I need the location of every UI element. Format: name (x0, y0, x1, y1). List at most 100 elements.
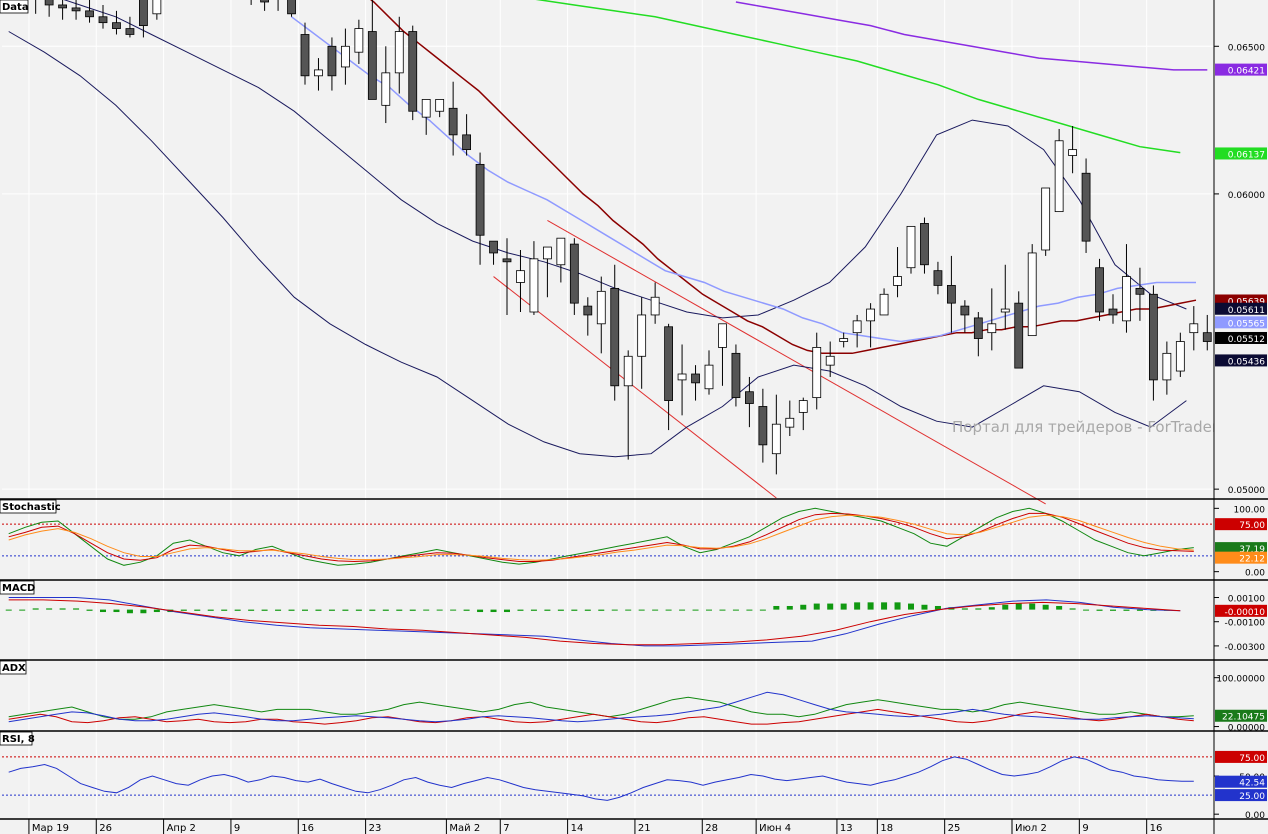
macd-histogram-bar (1002, 604, 1009, 610)
macd-histogram-bar (665, 609, 672, 611)
candle (920, 217, 929, 274)
macd-value-tag (1215, 604, 1267, 617)
candle-body (839, 338, 849, 342)
macd-histogram-bar (1096, 609, 1103, 611)
macd-histogram-bar (1083, 609, 1090, 611)
candle-body (475, 163, 485, 236)
macd-histogram-bar (1136, 609, 1143, 611)
macd-histogram-bar (719, 609, 726, 611)
watermark: Портал для трейдеров - ForTrader.ru (952, 418, 1237, 436)
x-tick-label: Апр 2 (167, 823, 196, 834)
x-tick-label: 21 (638, 823, 651, 834)
stoch-tick-label: 0.00 (1245, 569, 1265, 579)
candle-body (58, 4, 67, 9)
candle (745, 376, 754, 428)
candle-body (435, 99, 445, 112)
macd-histogram-bar (759, 609, 766, 611)
macd-histogram-bar (813, 603, 820, 610)
candle-body (354, 28, 364, 53)
candle-body (529, 258, 539, 313)
candle-body (1041, 187, 1051, 251)
price-value-tag (1215, 354, 1267, 367)
macd-histogram-bar (140, 609, 147, 614)
candle (502, 238, 512, 315)
candle (489, 240, 498, 265)
macd-histogram-bar (113, 609, 120, 613)
macd-histogram-bar (638, 609, 645, 611)
price-value-tag (1215, 302, 1267, 315)
candle (44, 0, 54, 17)
macd-histogram-bar (328, 609, 335, 611)
candle-body (421, 99, 431, 118)
candle-body (1149, 293, 1158, 381)
candle (98, 4, 108, 29)
bollinger-lower-line (8, 31, 1187, 458)
candle-body (394, 31, 404, 74)
x-axis-labels: Мар 19 26 Апр 2 9 16 23 Май 2 7 14 21 28 Июн 4 13 18 2… (28, 819, 1162, 834)
candle-body (1095, 267, 1104, 313)
candle-body (1081, 172, 1091, 242)
stoch-tick-label: 100.00 (1234, 505, 1266, 515)
macd-histogram-bar (221, 609, 228, 611)
stochastic-panel (2, 507, 1214, 566)
candle (1122, 244, 1131, 333)
macd-histogram-bar (59, 608, 66, 610)
candle-body (852, 320, 862, 334)
macd-histogram-bar (584, 609, 591, 611)
candle-body (1054, 140, 1064, 213)
candle-body (866, 308, 875, 322)
x-tick-label: 25 (948, 823, 961, 834)
candle (852, 314, 862, 348)
candle-body (933, 270, 943, 286)
macd-histogram-bar (288, 609, 295, 611)
macd-histogram-bar (975, 608, 982, 610)
rsi-tick-label: 0.00 (1245, 811, 1265, 821)
candle-body (758, 406, 768, 446)
price-value-tag-label: 0.05565 (1228, 319, 1265, 329)
candle-body (502, 258, 512, 263)
rsi-label-box (0, 731, 33, 746)
macd-histogram-bar (679, 609, 686, 611)
candle (543, 246, 552, 298)
candle (1095, 258, 1104, 321)
candle (1189, 306, 1199, 351)
rsi-value-tag (1215, 789, 1267, 802)
rsi-line (8, 756, 1194, 801)
candle-body (1135, 287, 1145, 295)
macd-tick-label: -0.00100 (1225, 619, 1266, 629)
macd-histogram-bar (248, 609, 255, 611)
rsi-value-tag (1215, 750, 1267, 763)
adx-tick-label: 100.00000 (1216, 675, 1265, 685)
macd-histogram-bar (463, 609, 470, 611)
candle (58, 0, 67, 20)
price-label: Data (2, 2, 29, 13)
macd-panel (5, 597, 1181, 647)
candle-body (1000, 308, 1010, 313)
candle (448, 81, 458, 156)
candle-body (704, 364, 714, 390)
macd-histogram-bar (1029, 603, 1036, 610)
macd-histogram-bar (126, 609, 133, 614)
macd-label-box (0, 580, 35, 595)
candle-body (771, 423, 781, 455)
candle-body (381, 72, 391, 106)
candle-body (650, 296, 660, 316)
x-tick-label: 16 (301, 823, 314, 834)
adx-value-tag (1215, 709, 1267, 722)
stoch-value-tag (1215, 551, 1267, 564)
candle (421, 99, 431, 135)
candle-body (1162, 352, 1172, 381)
macd-histogram-bar (436, 609, 443, 611)
price-value-tag (1215, 63, 1267, 76)
candle-body (691, 373, 700, 384)
macd-histogram-bar (732, 609, 739, 611)
macd-histogram-bar (19, 609, 26, 611)
candle-body (448, 107, 458, 136)
macd-histogram-bar (100, 609, 106, 613)
candle (866, 303, 875, 348)
stoch-value-tag (1215, 518, 1267, 531)
macd-histogram-bar (180, 609, 187, 611)
price-tick-label: 0.06500 (1228, 43, 1265, 53)
macd-histogram-bar (961, 608, 968, 610)
